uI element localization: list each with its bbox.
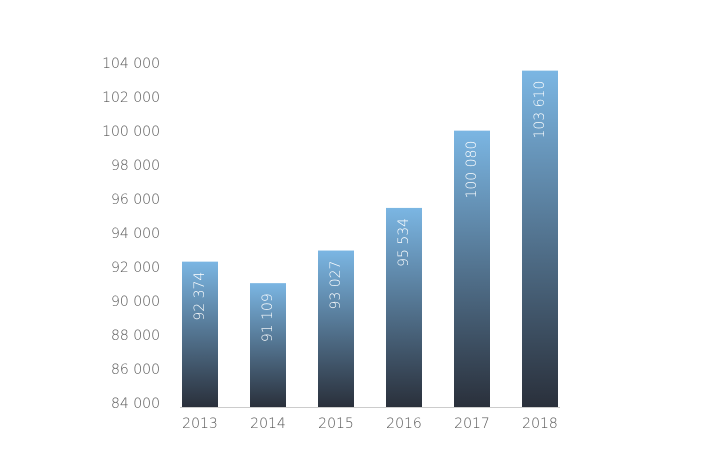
bar <box>318 250 354 407</box>
value-label: 92 374 <box>192 272 208 321</box>
y-tick-label: 88 000 <box>111 328 160 344</box>
y-tick-label: 96 000 <box>111 192 160 208</box>
y-tick-label: 92 000 <box>111 260 160 276</box>
y-tick-label: 100 000 <box>102 124 160 140</box>
value-label: 93 027 <box>328 261 344 310</box>
y-tick-label: 90 000 <box>111 294 160 310</box>
y-tick-label: 94 000 <box>111 226 160 242</box>
x-tick-label: 2018 <box>522 416 558 432</box>
x-tick-label: 2014 <box>250 416 286 432</box>
y-tick-label: 84 000 <box>111 396 160 412</box>
y-tick-label: 98 000 <box>111 158 160 174</box>
bar <box>454 130 490 407</box>
value-label: 100 080 <box>464 141 480 199</box>
y-tick-label: 102 000 <box>102 90 160 106</box>
x-tick-label: 2016 <box>386 416 422 432</box>
bar <box>250 283 286 407</box>
bar <box>522 70 558 407</box>
y-tick-label: 104 000 <box>102 56 160 72</box>
value-label: 95 534 <box>396 218 412 267</box>
value-label: 103 610 <box>532 81 548 139</box>
value-label: 91 109 <box>260 293 276 342</box>
y-tick-label: 86 000 <box>111 362 160 378</box>
x-tick-label: 2013 <box>182 416 218 432</box>
bar <box>386 207 422 407</box>
x-tick-label: 2015 <box>318 416 354 432</box>
x-tick-label: 2017 <box>454 416 490 432</box>
bar <box>182 261 218 407</box>
